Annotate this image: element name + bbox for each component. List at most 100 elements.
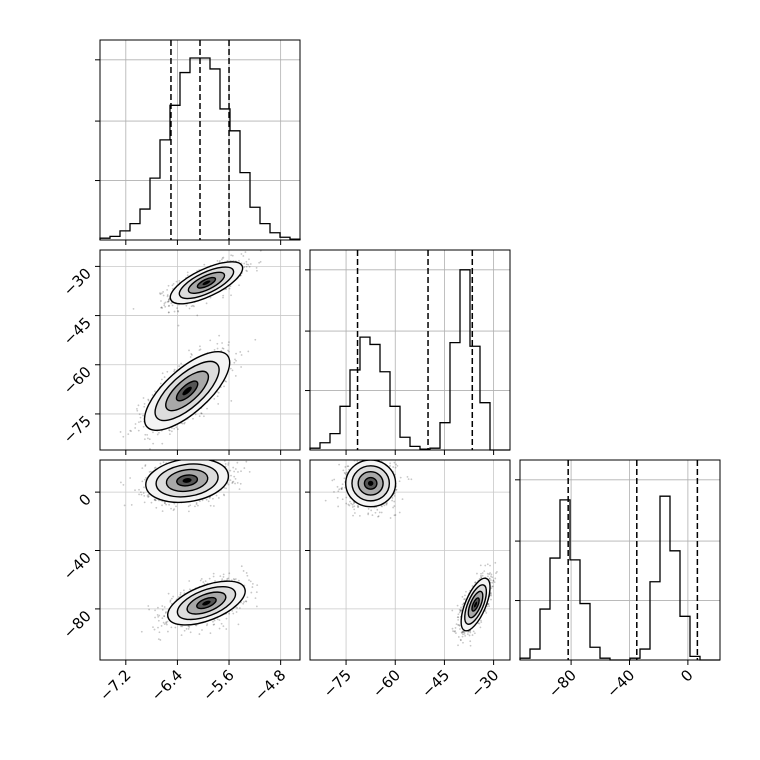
sample-point [451,627,454,630]
sample-point [391,497,394,499]
sample-point [367,512,370,515]
panel-p1-p2 [305,451,511,665]
sample-point [173,457,175,459]
sample-point [173,427,176,430]
sample-point [219,575,222,578]
sample-point [456,604,459,607]
sample-point [129,429,132,432]
sample-point [246,270,248,273]
sample-point [218,627,221,630]
sample-point [195,501,198,504]
sample-point [249,580,252,583]
sample-point [350,502,353,505]
sample-point [198,349,201,352]
sample-point [251,586,254,588]
sample-point [156,433,159,436]
sample-point [395,488,397,491]
sample-point [170,507,172,510]
sample-point [489,593,492,596]
sample-point [244,251,247,253]
sample-point [188,307,191,310]
sample-point [398,480,401,483]
sample-point [362,454,364,456]
sample-point [225,288,227,291]
sample-point [169,600,172,603]
sample-point [333,478,336,481]
sample-point [488,573,491,576]
sample-point [139,416,142,419]
sample-point [225,617,228,620]
sample-point [455,623,458,626]
sample-point [220,622,223,625]
sample-point [122,484,125,486]
sample-point [172,282,175,285]
sample-point [168,298,171,300]
sample-point [222,576,225,578]
sample-point [376,508,379,511]
sample-point [185,304,188,307]
sample-point [161,372,164,375]
sample-point [347,503,350,506]
sample-point [463,632,466,635]
sample-point [245,265,248,268]
sample-point [229,479,232,482]
sample-point [157,619,160,622]
sample-point [492,580,495,582]
sample-point [407,478,410,481]
sample-point [213,623,216,626]
sample-point [337,505,340,508]
sample-point [153,628,156,631]
sample-point [146,494,149,497]
sample-point [142,425,145,428]
sample-point [202,581,205,584]
sample-point [204,580,207,583]
sample-point [227,349,229,352]
sample-point [489,579,492,582]
histogram-step [519,495,720,661]
sample-point [343,471,346,474]
sample-point [353,512,356,514]
sample-point [183,629,186,632]
sample-point [147,493,150,496]
sample-point [231,369,234,372]
sample-point [344,466,347,468]
sample-point [488,605,490,608]
sample-point [160,378,163,381]
sample-point [235,352,237,355]
sample-point [479,564,482,567]
sample-point [224,380,226,382]
sample-point [216,259,219,262]
sample-point [191,304,194,307]
sample-point [216,618,219,621]
sample-point [144,433,147,436]
sample-point [256,584,259,587]
sample-point [227,577,230,580]
sample-point [160,306,162,309]
sample-point [199,345,201,348]
sample-point [357,505,360,508]
sample-point [231,481,234,484]
sample-point [146,433,149,436]
sample-point [341,483,344,486]
sample-point [489,592,492,595]
sample-point [243,266,246,269]
sample-point [464,594,466,597]
sample-point [218,619,221,621]
sample-point [168,298,170,301]
sample-point [248,579,250,582]
sample-point [157,638,160,641]
sample-point [159,639,162,641]
sample-point [143,478,146,481]
sample-point [138,421,140,424]
sample-point [141,480,144,483]
sample-point [393,500,396,503]
sample-point [259,260,262,263]
sample-point [173,508,176,510]
sample-point [180,625,182,628]
sample-point [188,580,191,582]
sample-point [139,491,142,494]
sample-point [459,638,462,641]
sample-point [363,451,365,453]
sample-point [165,623,168,626]
sample-point [236,461,239,464]
